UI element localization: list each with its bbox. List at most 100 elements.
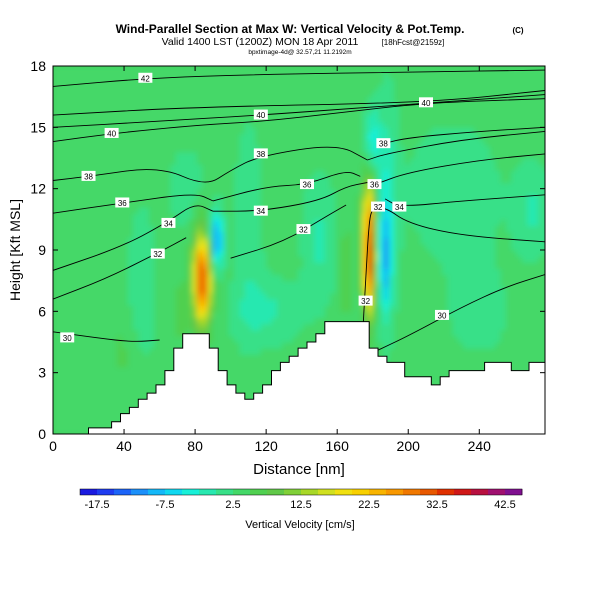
colorbar-swatch bbox=[301, 489, 319, 495]
isotherm-label: 38 bbox=[256, 150, 265, 159]
isotherm-line-32-3 bbox=[230, 204, 347, 259]
isotherm-label: 34 bbox=[256, 207, 265, 216]
x-tick-label: 80 bbox=[187, 438, 203, 454]
isotherm-line-42-18 bbox=[53, 69, 545, 87]
y-tick-label: 0 bbox=[38, 426, 46, 442]
colorbar-swatch bbox=[335, 489, 353, 495]
x-tick-label: 0 bbox=[49, 438, 57, 454]
colorbar-swatch bbox=[471, 489, 489, 495]
colorbar-swatch bbox=[216, 489, 234, 495]
isotherm-label-box bbox=[161, 217, 176, 228]
isotherm-line-38-12 bbox=[53, 146, 368, 183]
chart-subsubtitle: bpxtimage-4d@ 32.57,21 11.2192m bbox=[248, 49, 351, 56]
isotherm-label: 36 bbox=[303, 181, 312, 190]
y-tick-label: 18 bbox=[30, 58, 46, 74]
isotherm-line-34-8 bbox=[384, 194, 545, 206]
colorbar-swatch bbox=[318, 489, 336, 495]
isotherm-layer bbox=[53, 69, 545, 351]
isotherm-label-box bbox=[81, 170, 96, 181]
isotherm-label-layer: 30 30 32 32 32 32 34 34 34 36 36 36 38 38 38 40 40 40 42 bbox=[60, 72, 449, 343]
colorbar-swatch bbox=[352, 489, 370, 495]
isotherm-label-box bbox=[371, 201, 386, 212]
isotherm-label-box bbox=[115, 197, 130, 208]
isotherm-label-box bbox=[253, 205, 268, 216]
colorbar-frame bbox=[79, 488, 523, 496]
x-tick-label: 240 bbox=[468, 438, 492, 454]
colorbar-swatch bbox=[199, 489, 217, 495]
isotherm-line-30-1 bbox=[377, 274, 545, 351]
y-tick-label: 12 bbox=[30, 181, 46, 197]
isotherm-label: 32 bbox=[374, 203, 383, 212]
isotherm-label: 32 bbox=[361, 297, 370, 306]
colorbar-swatch bbox=[505, 489, 523, 495]
isotherm-line-34-6 bbox=[53, 205, 214, 271]
x-tick-label: 120 bbox=[254, 438, 278, 454]
colorbar-swatch bbox=[148, 489, 166, 495]
plot-area: 30 30 32 32 32 32 34 34 34 36 36 36 38 38 38 40 40 40 42 bbox=[53, 66, 545, 434]
y-tick-label: 6 bbox=[38, 303, 46, 319]
isotherm-label: 40 bbox=[107, 129, 116, 138]
isotherm-label-box bbox=[434, 309, 449, 320]
isotherm-label-box bbox=[358, 295, 373, 306]
isotherm-label-box bbox=[253, 109, 268, 120]
terrain bbox=[53, 321, 545, 434]
colorbar-tick-label: 42.5 bbox=[494, 499, 515, 511]
isotherm-label-box bbox=[376, 138, 391, 149]
isotherm-label: 30 bbox=[438, 311, 447, 320]
isotherm-line-34-7 bbox=[212, 182, 368, 212]
isotherm-line-36-10 bbox=[212, 171, 361, 202]
isotherm-line-40-15 bbox=[53, 98, 545, 143]
isotherm-label-box bbox=[104, 127, 119, 138]
y-tick-label: 3 bbox=[38, 365, 46, 381]
colorbar-swatch bbox=[182, 489, 200, 495]
isotherm-label: 38 bbox=[379, 140, 388, 149]
colorbar-swatch bbox=[80, 489, 98, 495]
isotherm-label: 36 bbox=[118, 199, 127, 208]
colorbar-swatch bbox=[454, 489, 472, 495]
isotherm-label-box bbox=[253, 148, 268, 159]
colorbar-swatch bbox=[267, 489, 285, 495]
isotherm-label-box bbox=[60, 332, 75, 343]
isotherm-label: 32 bbox=[299, 226, 308, 235]
isotherm-label: 36 bbox=[370, 181, 379, 190]
chart-title-mark: (C) bbox=[512, 26, 523, 35]
isotherm-label: 34 bbox=[395, 203, 404, 212]
isotherm-label-box bbox=[418, 97, 433, 108]
colorbar-swatch bbox=[165, 489, 183, 495]
isotherm-line-30-0 bbox=[53, 331, 160, 342]
colorbar-swatch bbox=[369, 489, 387, 495]
colorbar-swatch bbox=[437, 489, 455, 495]
isotherm-label-box bbox=[299, 179, 314, 190]
x-axis-label: Distance [nm] bbox=[253, 461, 345, 478]
isotherm-label-box bbox=[296, 224, 311, 235]
isotherm-label-box bbox=[367, 179, 382, 190]
y-tick-label: 15 bbox=[30, 119, 46, 135]
isotherm-label: 34 bbox=[164, 219, 173, 228]
y-axis-label: Height [Kft MSL] bbox=[7, 199, 23, 301]
isotherm-label: 38 bbox=[84, 172, 93, 181]
x-tick-label: 200 bbox=[397, 438, 421, 454]
colorbar-tick-label: 22.5 bbox=[358, 499, 379, 511]
isotherm-label: 32 bbox=[153, 250, 162, 259]
x-axis: 0 40 80 120 160 200 240 bbox=[49, 66, 491, 454]
colorbar-swatch bbox=[250, 489, 268, 495]
isotherm-label: 30 bbox=[63, 334, 72, 343]
colorbar: -17.5 -7.5 2.5 12.5 22.5 32.5 42.5 bbox=[79, 488, 523, 511]
isotherm-label-box bbox=[392, 201, 407, 212]
colorbar-swatch bbox=[386, 489, 404, 495]
x-tick-label: 40 bbox=[116, 438, 132, 454]
colorbar-swatch bbox=[233, 489, 251, 495]
isotherm-label-box bbox=[138, 72, 153, 83]
chart-subtitle-tag: [18hFcst@2159z] bbox=[382, 38, 445, 47]
colorbar-swatch bbox=[97, 489, 115, 495]
isotherm-label: 40 bbox=[422, 99, 431, 108]
colorbar-tick-label: -7.5 bbox=[156, 499, 175, 511]
isotherm-line-40-16 bbox=[53, 94, 545, 128]
isotherm-label: 42 bbox=[141, 74, 150, 83]
chart-subtitle: Valid 1400 LST (1200Z) MON 18 Apr 2011 bbox=[162, 36, 359, 48]
colorbar-swatch bbox=[488, 489, 506, 495]
colorbar-tick-label: -17.5 bbox=[84, 499, 109, 511]
isotherm-label: 40 bbox=[256, 111, 265, 120]
